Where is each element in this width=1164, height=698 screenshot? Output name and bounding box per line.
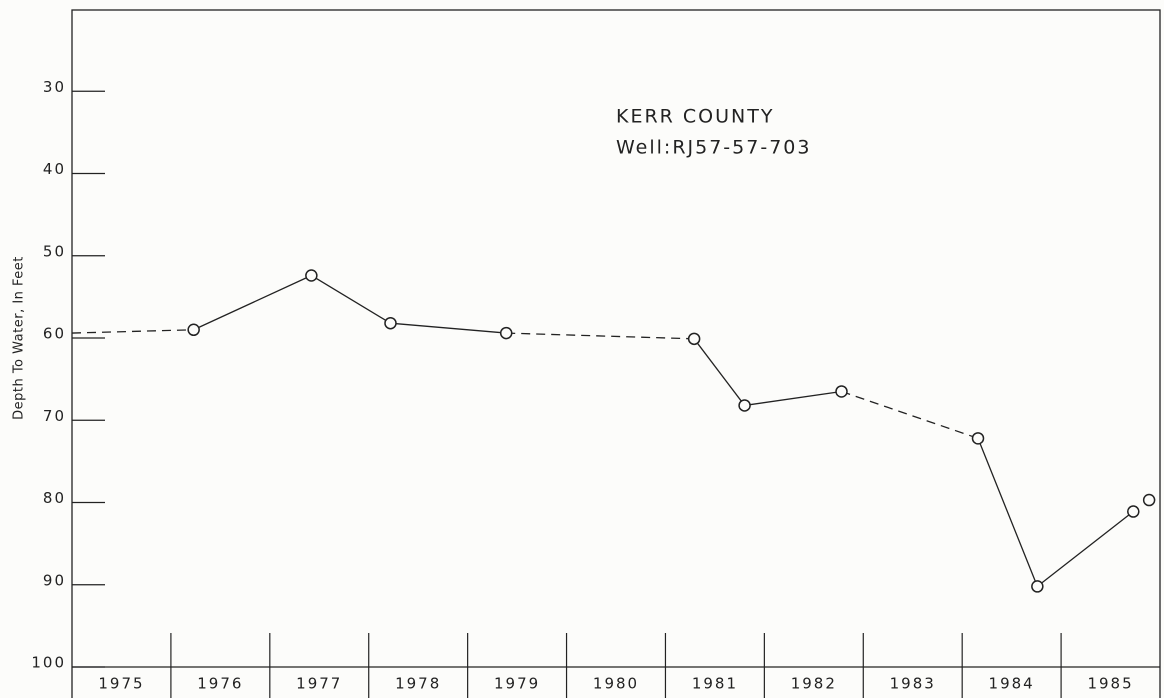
point [1142,493,1156,507]
point [305,269,318,282]
point [1031,580,1044,593]
point [499,326,513,340]
x-tick-label: 1981 [692,675,738,693]
y-tick-label: 50 [43,242,66,260]
line-segment [693,338,746,406]
point [738,399,751,412]
line-segment [1036,511,1134,587]
y-tick-label: 100 [31,654,66,672]
x-tick-label: 1980 [593,675,639,693]
line-segment [193,274,312,331]
line-segment [744,390,842,407]
x-tick-label: 1976 [197,675,243,693]
line-segment [390,322,507,334]
x-tick-label: 1983 [890,675,936,693]
y-tick-label: 60 [43,325,66,343]
point [384,316,397,330]
x-tick-label: 1982 [791,675,837,693]
y-axis-label: Depth To Water, In Feet [12,256,27,420]
x-tick-label: 1984 [989,675,1035,693]
y-tick-label: 70 [43,407,66,425]
y-tick-label: 90 [43,571,66,589]
plot-frame [71,9,1161,698]
y-tick-label: 30 [43,78,66,96]
x-tick-label: 1978 [395,675,441,693]
annotation: KERR COUNTY [616,106,774,128]
x-tick-label: 1977 [296,675,342,693]
line-segment [506,332,695,340]
x-tick-label: 1975 [98,675,144,693]
line-segment [841,390,979,439]
line-segment [311,274,391,324]
line-segment [71,329,194,334]
point [1127,505,1140,518]
y-tick-label: 40 [43,160,66,178]
line-segment [977,438,1038,587]
point [971,432,985,445]
point [187,323,200,337]
x-tick-label: 1979 [494,675,540,693]
y-tick-label: 80 [43,489,66,507]
point [835,385,848,398]
annotation: Well:RJ57-57-703 [616,137,811,159]
x-tick-label: 1985 [1087,675,1133,693]
point [687,332,701,346]
